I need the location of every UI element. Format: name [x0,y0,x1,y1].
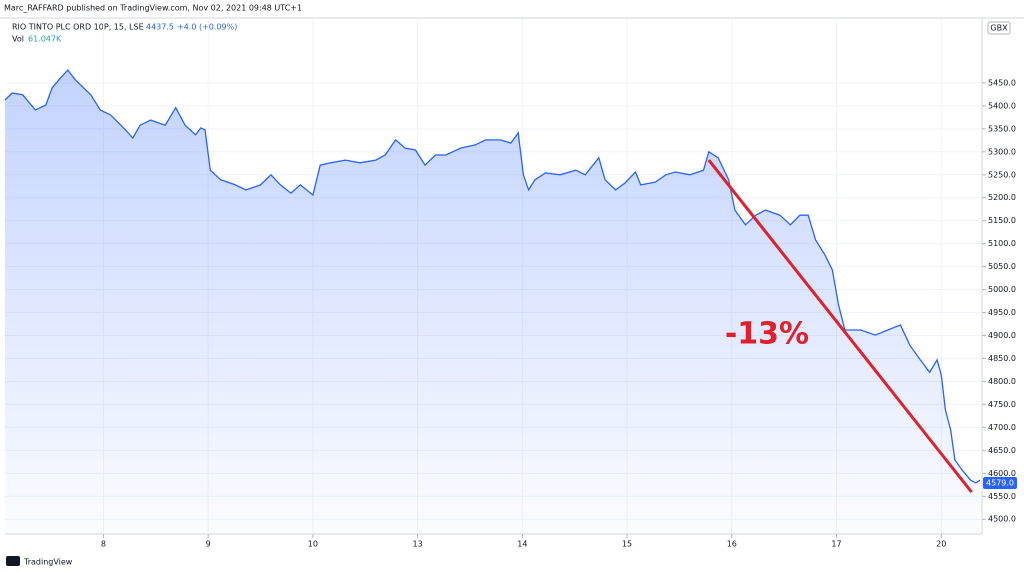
x-tick-label: 16 [727,540,737,549]
currency: GBX [990,24,1008,33]
y-tick-label: 5300.0 [988,147,1016,156]
change: +4.0 (+0.09%) [177,23,237,32]
x-tick-label: 14 [517,540,527,549]
y-tick-label: 4650.0 [988,446,1016,455]
price-line [4,69,981,484]
volume-value: 61.047K [28,35,62,44]
annotation: -13% [725,317,809,352]
y-tick-label: 5400.0 [988,101,1016,110]
last-price-box [983,476,1017,489]
y-tick-label: 4750.0 [988,400,1016,409]
y-tick-label: 5350.0 [988,124,1016,133]
y-tick-label: 5450.0 [988,78,1016,87]
symbol: RIO TINTO PLC ORD 10P, 15, LSE [12,23,144,32]
y-tick-label: 4550.0 [988,492,1016,501]
y-tick-label: 4800.0 [988,377,1016,386]
volume-label: Vol [12,35,24,44]
trend-line [707,159,973,494]
y-tick-label: 4850.0 [988,354,1016,363]
y-tick-label: 4600.0 [988,469,1016,478]
x-tick-label: 8 [101,540,106,549]
y-tick-label: 5250.0 [988,170,1016,179]
x-tick-label: 20 [936,540,946,549]
y-tick-label: 5150.0 [988,216,1016,225]
x-tick-label: 9 [206,540,211,549]
last-price-label: 4579.0 [986,478,1014,487]
y-tick-label: 5200.0 [988,193,1016,202]
brand: TradingView [23,558,73,567]
y-tick-label: 4950.0 [988,308,1016,317]
x-tick-label: 13 [413,540,423,549]
y-tick-label: 4500.0 [988,515,1016,524]
publisher: Marc_RAFFARD published on TradingView.co… [4,4,302,13]
area-fill [5,70,980,533]
x-tick-label: 17 [831,540,841,549]
y-tick-label: 4700.0 [988,423,1016,432]
y-tick-label: 4900.0 [988,331,1016,340]
y-tick-label: 5000.0 [988,285,1016,294]
y-tick-label: 5100.0 [988,239,1016,248]
currency-box [987,21,1011,35]
y-tick-label: 5050.0 [988,262,1016,271]
quote: 4437.5 [146,23,174,32]
x-tick-label: 10 [308,540,318,549]
x-tick-label: 15 [622,540,632,549]
brand-logo [6,556,20,566]
